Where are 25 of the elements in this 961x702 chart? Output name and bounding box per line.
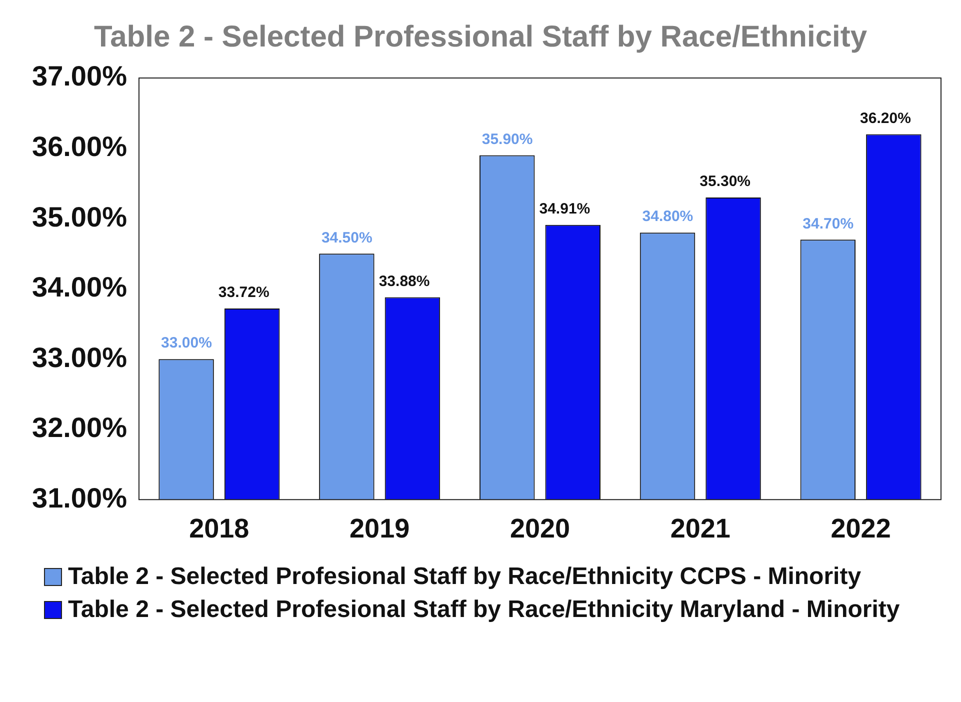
- data-label: 34.50%: [321, 229, 372, 246]
- data-label: 34.91%: [539, 200, 590, 218]
- legend-label: Table 2 - Selected Profesional Staff by Race/Ethnicity Maryland - Minority: [68, 595, 900, 624]
- y-tick-label: 35.00%: [32, 201, 128, 232]
- y-tick-label: 36.00%: [32, 130, 128, 162]
- data-label: 33.72%: [218, 284, 270, 302]
- x-tick-label: 2022: [830, 513, 891, 544]
- x-tick-label: 2020: [510, 513, 570, 544]
- x-tick-label: 2018: [189, 513, 250, 544]
- legend-label: Table 2 - Selected Profesional Staff by Race/Ethnicity CCPS - Minority: [68, 562, 862, 591]
- x-tick-label: 2019: [350, 513, 410, 544]
- data-label: 35.30%: [700, 173, 751, 190]
- y-tick-label: 33.00%: [32, 342, 128, 373]
- data-label: 33.00%: [161, 334, 212, 352]
- y-tick-label: 32.00%: [32, 412, 128, 444]
- data-label: 33.88%: [378, 272, 430, 290]
- x-tick-label: 2021: [670, 513, 730, 544]
- data-label: 35.90%: [482, 130, 533, 148]
- data-label: 34.70%: [802, 215, 854, 232]
- data-label: 34.80%: [642, 208, 694, 226]
- data-label: 36.20%: [860, 110, 911, 127]
- chart-title: Table 2 - Selected Professional Staff by Race/Ethnicity: [94, 20, 868, 54]
- y-tick-label: 37.00%: [32, 60, 128, 92]
- y-tick-label: 31.00%: [32, 482, 128, 514]
- y-tick-label: 34.00%: [32, 272, 128, 303]
